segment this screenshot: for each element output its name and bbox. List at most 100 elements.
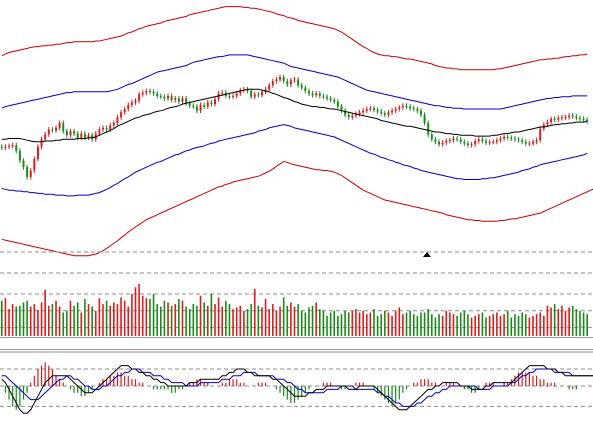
volume-bar <box>210 294 213 336</box>
volume-bar <box>297 304 299 336</box>
volume-bar <box>98 298 101 336</box>
volume-bar <box>167 302 169 336</box>
candle-body <box>8 145 11 147</box>
volume-bar <box>347 312 350 336</box>
candle-body <box>80 133 83 138</box>
candle-body <box>488 141 491 143</box>
volume-bar <box>477 314 480 336</box>
candle-body <box>232 95 235 97</box>
candle-body <box>73 131 76 134</box>
volume-bar <box>279 306 281 336</box>
candle-body <box>15 145 18 151</box>
candle-body <box>376 109 379 112</box>
volume-bar <box>232 309 234 336</box>
volume-bar <box>22 302 25 336</box>
volume-bar <box>434 317 437 336</box>
volume-bar <box>543 315 545 336</box>
candle-body <box>322 95 325 97</box>
volume-bar <box>94 310 97 336</box>
moving-average-line <box>1 88 588 143</box>
volume-bar <box>228 304 231 336</box>
candle-body <box>575 116 578 119</box>
panel-divider <box>0 337 593 350</box>
candle-body <box>105 127 108 130</box>
candle-body <box>203 104 206 107</box>
volume-bar <box>481 312 484 336</box>
candle-body <box>250 90 253 97</box>
candle-body <box>336 101 339 107</box>
volume-bar <box>474 315 476 336</box>
oscillator-fast-line <box>1 365 593 414</box>
volume-bar <box>87 304 90 336</box>
volume-bar <box>333 310 336 336</box>
candle-body <box>524 141 527 144</box>
candle-body <box>510 137 513 139</box>
volume-bar <box>4 298 7 336</box>
candle-body <box>148 90 151 92</box>
volume-bar <box>496 312 498 336</box>
volume-bar <box>506 310 509 336</box>
candle-body <box>499 138 502 141</box>
candle-body <box>369 108 372 110</box>
candle-body <box>351 115 354 118</box>
volume-bar <box>33 304 36 336</box>
candle-body <box>138 94 141 101</box>
volume-bar <box>214 304 216 336</box>
candle-body <box>36 146 39 160</box>
candle-body <box>398 107 401 110</box>
volume-bar <box>8 309 10 336</box>
candle-body <box>58 122 61 128</box>
candle-body <box>307 90 310 94</box>
volume-bar <box>337 315 339 336</box>
candle-body <box>51 129 54 131</box>
candle-body <box>416 109 419 111</box>
volume-bar <box>145 298 148 336</box>
volume-bar <box>326 315 328 336</box>
candle-body <box>253 94 256 97</box>
inner-envelope-lower <box>1 124 588 197</box>
volume-bar <box>221 306 224 336</box>
outer-envelope-upper <box>1 6 588 71</box>
candle-body <box>159 95 162 97</box>
volume-bar <box>131 294 133 336</box>
volume-bar <box>29 306 32 336</box>
candle-body <box>474 140 477 145</box>
oscillator-signal-line <box>1 368 593 407</box>
cursor-marker-icon <box>423 252 431 257</box>
candle-body <box>112 122 115 126</box>
candle-body <box>311 93 314 96</box>
candle-body <box>571 115 574 117</box>
volume-bar <box>290 302 292 336</box>
volume-bar <box>47 305 50 336</box>
candle-body <box>40 139 43 147</box>
volume-bar <box>528 317 531 336</box>
volume-bar <box>123 300 126 336</box>
volume-bar <box>568 307 570 336</box>
volume-bar <box>275 310 278 336</box>
candle-body <box>568 115 571 118</box>
volume-bar <box>445 310 448 336</box>
candle-body <box>380 111 383 114</box>
volume-bar <box>62 312 65 336</box>
volume-bar <box>420 312 422 336</box>
volume-bar <box>199 295 202 336</box>
candle-body <box>340 106 343 111</box>
candle-body <box>33 159 36 171</box>
candle-body <box>300 85 303 88</box>
volume-bar <box>44 289 46 336</box>
candle-body <box>318 93 321 96</box>
candle-body <box>521 140 524 142</box>
volume-bar <box>66 310 68 336</box>
volume-bar <box>253 288 256 336</box>
volume-bar <box>344 310 346 336</box>
candle-body <box>550 118 553 123</box>
volume-bar <box>376 315 379 336</box>
candle-body <box>214 99 217 105</box>
volume-bar <box>380 314 383 336</box>
candle-body <box>185 98 188 104</box>
volume-bar <box>282 297 285 336</box>
candle-body <box>553 118 556 120</box>
volume-bar <box>503 314 505 336</box>
volume-bar <box>170 305 173 336</box>
volume-bar <box>80 312 83 336</box>
